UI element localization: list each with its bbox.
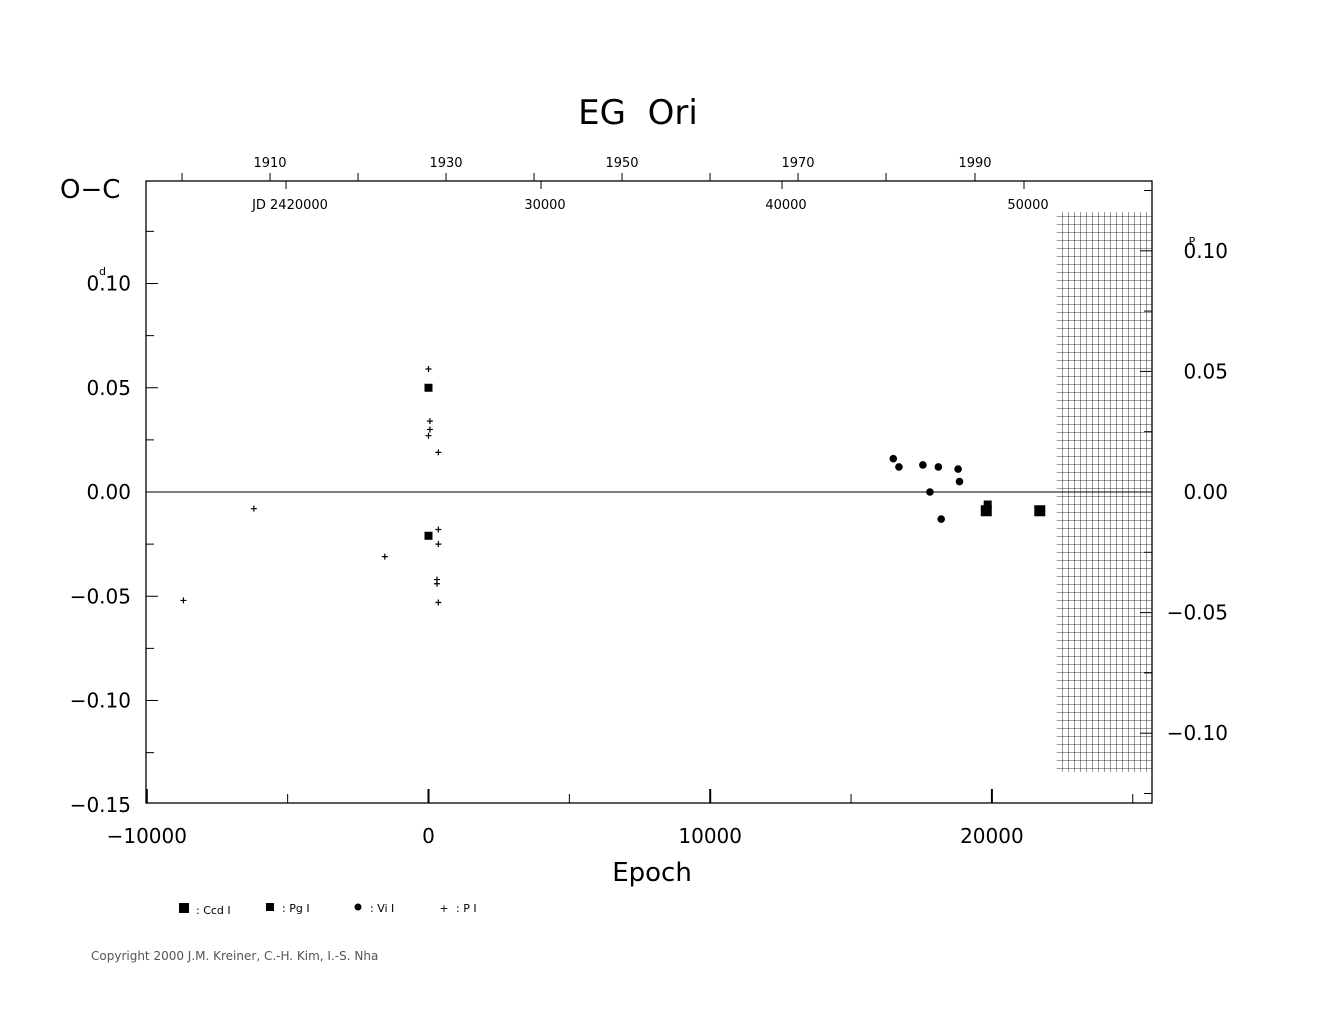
y2-tick-label: −0.05: [1167, 601, 1228, 625]
p-point: [425, 365, 432, 372]
p-point: [426, 418, 433, 425]
jd-tick-label: JD 2420000: [251, 198, 328, 213]
y-axis-title: O−C: [60, 175, 120, 205]
vi-point: [926, 488, 934, 496]
pg-point: [983, 500, 992, 509]
vi-point: [934, 463, 943, 471]
p-point: [180, 597, 187, 604]
vi-point: [895, 463, 903, 471]
p-point: [381, 553, 388, 560]
year-tick-label: 1950: [605, 156, 638, 171]
y-axis-label: O−C d: [60, 175, 120, 278]
chart-title: EG Ori: [578, 93, 698, 133]
legend-item-p: + : P I: [436, 902, 477, 920]
year-tick-label: 1910: [253, 156, 286, 171]
p-point: [426, 426, 433, 433]
pg-point: [424, 531, 433, 540]
y2-axis-unit: P: [1189, 235, 1196, 248]
y-tick-label: 0.00: [86, 480, 131, 504]
y2-tick-label: −0.10: [1167, 721, 1228, 745]
vi-point: [954, 465, 962, 473]
y2-tick-label: 0.05: [1183, 359, 1228, 383]
year-tick-label: 1930: [429, 156, 462, 171]
y-tick-label: −0.05: [70, 584, 131, 608]
vi-point: [919, 461, 927, 469]
vi-point: [955, 477, 964, 486]
legend-item-vi: : Vi I: [350, 902, 394, 920]
p-point: [435, 449, 442, 456]
plus-icon: +: [439, 902, 449, 915]
vi-point: [889, 454, 898, 463]
jd-tick-label: 30000: [524, 198, 565, 213]
p-point: [250, 505, 257, 512]
p-point: [435, 599, 442, 606]
circle-icon: [350, 902, 366, 915]
y-tick-label: 0.10: [86, 272, 131, 296]
p-point: [435, 541, 442, 548]
ccd-point: [980, 505, 992, 517]
legend-item-pg: : Pg I: [262, 902, 310, 920]
legend-label-vi: : Vi I: [370, 902, 395, 915]
y2-tick-label: 0.00: [1183, 480, 1228, 504]
jd-tick-label: 50000: [1007, 198, 1048, 213]
p-point: [433, 580, 440, 587]
x-tick-label: −10000: [107, 824, 187, 848]
x-tick-label: 20000: [960, 824, 1024, 848]
ccd-point: [1034, 505, 1046, 517]
y-tick-label: −0.10: [70, 689, 131, 713]
legend-label-ccd: : Ccd I: [196, 904, 231, 917]
legend-label-p: : P I: [456, 902, 477, 915]
jd-tick-label: 40000: [765, 198, 806, 213]
large-square-icon: [176, 902, 192, 917]
copyright: Copyright 2000 J.M. Kreiner, C.-H. Kim, …: [91, 949, 379, 963]
p-point: [425, 432, 432, 439]
year-tick-label: 1970: [781, 156, 814, 171]
year-tick-label: 1990: [958, 156, 991, 171]
x-tick-label: 0: [422, 824, 435, 848]
x-axis-title: Epoch: [612, 858, 692, 888]
y2-tick-label: 0.10: [1183, 239, 1228, 263]
small-square-icon: [262, 902, 278, 915]
legend-item-ccd: : Ccd I: [176, 902, 231, 920]
y-axis-unit: d: [99, 265, 106, 278]
y-tick-label: 0.05: [86, 376, 131, 400]
p-point: [435, 526, 442, 533]
vi-point: [937, 515, 945, 523]
legend-label-pg: : Pg I: [282, 902, 310, 915]
x-tick-label: 10000: [678, 824, 742, 848]
y-tick-label: −0.15: [70, 793, 131, 817]
pg-point: [424, 383, 433, 392]
